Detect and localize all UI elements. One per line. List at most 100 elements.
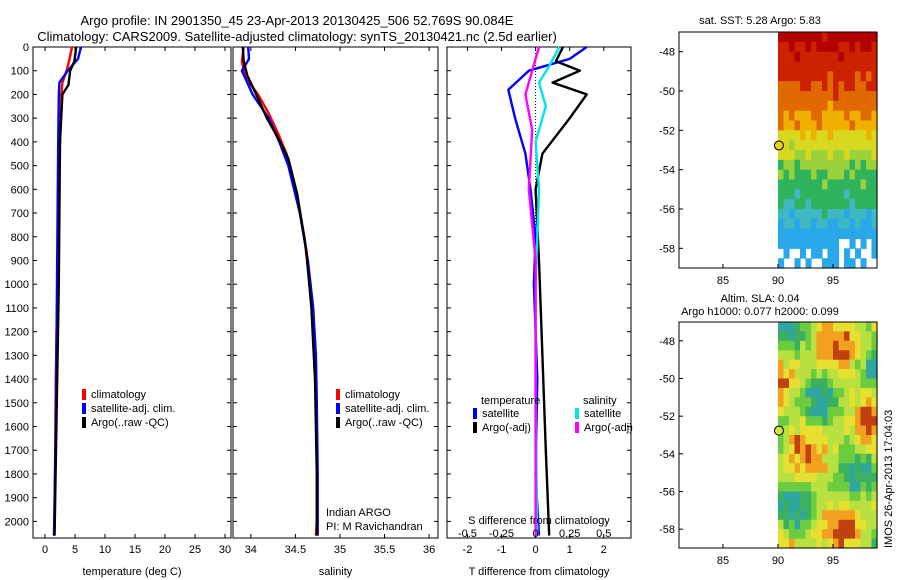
timestamp-stamp: IMOS 26-Apr-2013 17:04:03 xyxy=(883,410,895,548)
map-cell xyxy=(860,463,867,474)
series-line-argo-raw-qc- xyxy=(53,46,78,536)
x-tick-label: 2 xyxy=(601,544,607,556)
map-cell xyxy=(816,150,823,161)
map-cell xyxy=(844,416,851,427)
map-cell xyxy=(844,491,851,502)
map-cell xyxy=(789,444,796,455)
map-cell xyxy=(811,199,818,210)
map-cell xyxy=(833,71,840,82)
map-cell xyxy=(849,159,856,171)
map-cell xyxy=(827,529,834,540)
map-cell xyxy=(833,350,840,361)
map-cell xyxy=(778,120,785,131)
map-cell xyxy=(794,199,801,210)
map-cell xyxy=(783,100,790,112)
map-cell xyxy=(822,199,829,210)
map-cell xyxy=(816,397,823,408)
map-cell xyxy=(866,387,873,398)
map-cell xyxy=(849,435,856,445)
plot-frame xyxy=(232,46,439,539)
map-cell xyxy=(849,51,856,63)
map-cell xyxy=(844,110,851,122)
map-y-tick-label: -56 xyxy=(659,204,675,216)
map-cell xyxy=(849,258,856,269)
map-cell xyxy=(833,100,840,112)
map-cell xyxy=(866,369,873,380)
map-cell xyxy=(811,248,818,259)
x-tick-label: 1 xyxy=(567,544,573,556)
map-cell xyxy=(794,169,801,181)
map-cell xyxy=(800,453,807,464)
map-cell xyxy=(838,510,845,521)
map-cell xyxy=(783,331,790,342)
map-cell xyxy=(822,463,829,474)
map-cell xyxy=(844,331,851,342)
map-cell xyxy=(822,81,829,92)
map-cell xyxy=(816,100,823,112)
map-cell xyxy=(778,529,785,540)
map-cell xyxy=(800,538,807,549)
map-cell xyxy=(855,444,862,455)
map-cell xyxy=(860,416,867,427)
map-cell xyxy=(860,91,867,102)
map-cell xyxy=(866,209,873,220)
map-cell xyxy=(871,159,878,171)
map-cell xyxy=(794,529,801,540)
map-cell xyxy=(838,199,845,210)
legend-label: satellite xyxy=(482,408,519,420)
map-x-tick-label: 95 xyxy=(827,275,839,287)
map-cell xyxy=(833,519,840,530)
map-cell xyxy=(778,538,785,549)
map-cell xyxy=(805,378,812,389)
map-cell xyxy=(794,130,801,141)
map-cell xyxy=(800,444,807,455)
argo-location-marker xyxy=(773,140,784,151)
map-cell xyxy=(789,538,796,549)
map-cell xyxy=(849,322,856,332)
y-tick-label: 1800 xyxy=(5,469,29,481)
map-cell xyxy=(816,472,823,483)
map-cell xyxy=(783,228,790,240)
map-cell xyxy=(783,91,790,102)
map-cell xyxy=(855,100,862,112)
title-sla-map: Altim. SLA: 0.04 xyxy=(721,293,800,305)
map-cell xyxy=(822,71,829,82)
map-cell xyxy=(783,435,790,445)
map-cell xyxy=(794,159,801,171)
map-cell xyxy=(789,387,796,398)
map-cell xyxy=(866,340,873,351)
map-cell xyxy=(860,378,867,389)
map-cell xyxy=(860,32,867,43)
map-cell xyxy=(822,32,829,43)
map-cell xyxy=(811,331,818,342)
map-cell xyxy=(816,41,823,53)
map-cell xyxy=(816,463,823,474)
legend-swatch xyxy=(336,403,340,414)
map-cell xyxy=(805,397,812,408)
map-cell xyxy=(855,472,862,483)
map-cell xyxy=(816,218,823,230)
map-cell xyxy=(822,387,829,398)
map-cell xyxy=(778,453,785,464)
map-cell xyxy=(844,406,851,417)
map-cell xyxy=(860,61,867,72)
map-cell xyxy=(827,32,834,43)
map-cell xyxy=(805,406,812,417)
map-cell xyxy=(794,140,801,151)
map-cell xyxy=(778,179,785,190)
map-cell xyxy=(866,416,873,427)
map-cell xyxy=(866,150,873,161)
map-cell xyxy=(805,482,812,493)
map-cell xyxy=(811,169,818,181)
map-cell xyxy=(822,444,829,455)
map-cell xyxy=(827,340,834,351)
header-line2: Climatology: CARS2009. Satellite-adjuste… xyxy=(37,29,557,44)
map-cell xyxy=(860,538,867,549)
map-cell xyxy=(833,359,840,370)
map-cell xyxy=(866,169,873,181)
map-cell xyxy=(778,482,785,493)
map-cell xyxy=(827,199,834,210)
map-cell xyxy=(871,218,878,230)
map-cell xyxy=(794,51,801,63)
